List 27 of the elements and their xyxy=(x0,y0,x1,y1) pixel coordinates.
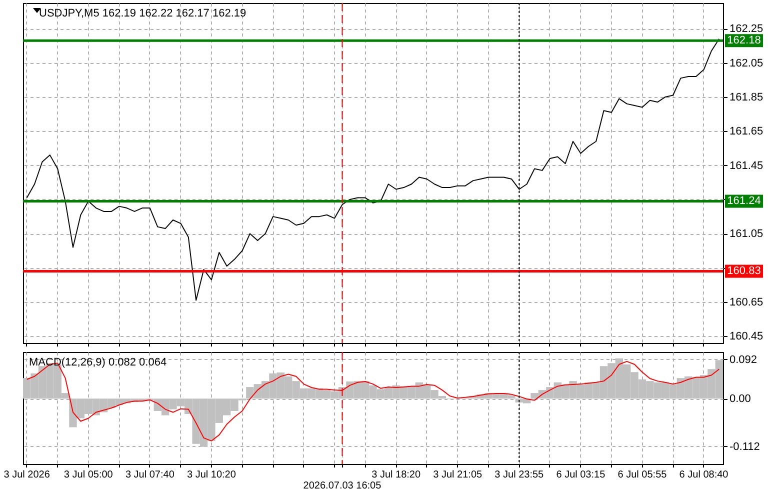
x-tick-label: 3 Jul 10:20 xyxy=(186,470,236,480)
y-tick-label: 160.65 xyxy=(730,296,764,308)
y-tick-label: 161.45 xyxy=(730,160,764,172)
y-tick-label: 162.25 xyxy=(730,23,764,36)
y-tick-label: 0.00 xyxy=(730,393,751,406)
x-tick-label: 3 Jul 21:05 xyxy=(433,470,483,480)
x-tick-label: 6 Jul 08:40 xyxy=(679,470,729,480)
x-tick-label: 3 Jul 07:40 xyxy=(125,470,175,480)
y-tick-label: 161.85 xyxy=(730,91,764,104)
x-tick-label: 3 Jul 05:00 xyxy=(64,470,114,480)
x-tick-label: 3 Jul 23:55 xyxy=(494,470,544,480)
chart-title: MACD(12,26,9) 0.082 0.064 xyxy=(29,356,167,368)
ref-line-label: 161.24 xyxy=(727,195,761,208)
y-tick-label: 161.05 xyxy=(730,228,764,240)
x-tick-label: 2026.07.03 16:05 xyxy=(303,480,382,489)
y-tick-label: 0.092 xyxy=(730,354,758,366)
y-tick-label: -0.112 xyxy=(730,440,760,453)
y-tick-label: 162.05 xyxy=(730,57,764,70)
x-tick-label: 6 Jul 03:15 xyxy=(556,470,606,480)
y-tick-label: 160.45 xyxy=(730,330,764,343)
ref-line-label: 160.83 xyxy=(727,265,761,278)
chart-title: USDJPY,M5 162.19 162.22 162.17 162.19 xyxy=(39,8,246,20)
y-tick-label: 161.65 xyxy=(730,126,764,138)
x-tick-label: 3 Jul 18:20 xyxy=(372,470,421,480)
ref-line-label: 162.18 xyxy=(727,34,761,47)
x-tick-label: 6 Jul 05:55 xyxy=(618,470,668,480)
x-tick-label: 3 Jul 2026 xyxy=(4,470,50,480)
